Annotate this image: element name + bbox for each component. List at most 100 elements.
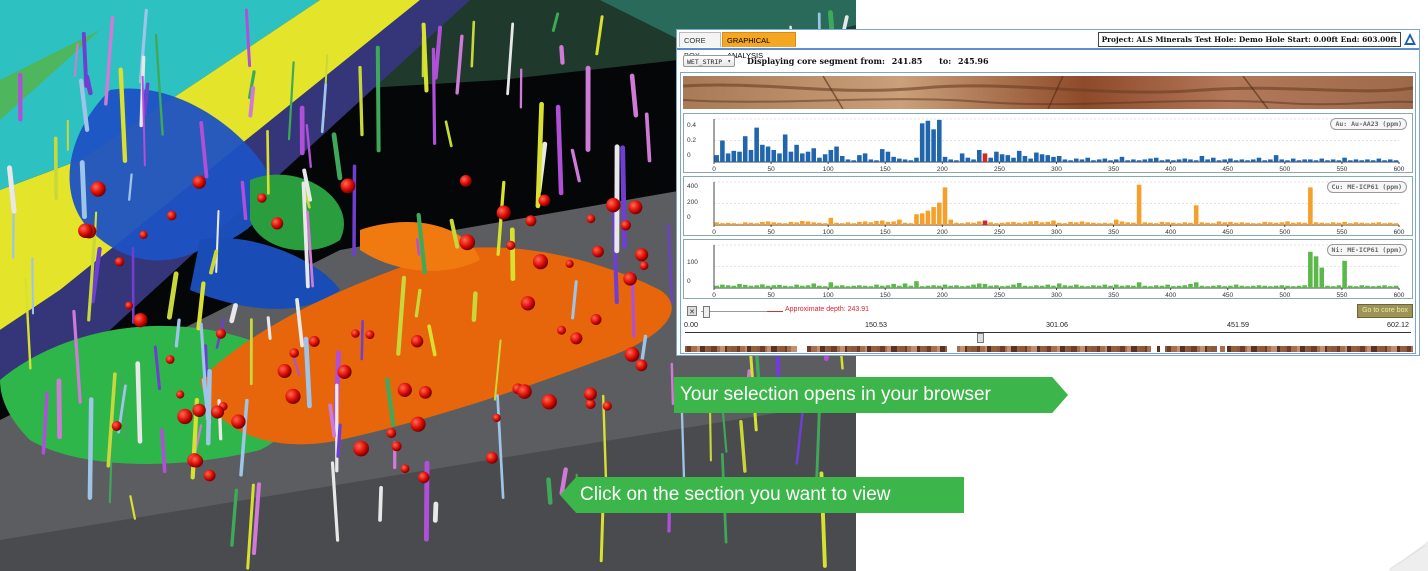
drill-hole[interactable]: [432, 501, 439, 523]
drill-hole[interactable]: [199, 322, 209, 421]
drill-hole[interactable]: [431, 47, 437, 145]
drill-hole[interactable]: [73, 43, 79, 78]
drill-hole[interactable]: [215, 209, 220, 273]
drill-hole[interactable]: [292, 357, 301, 377]
chart-panel-cu[interactable]: 0 50 100 150 200 250 300 350 400 450 500 550 600 Cu:…: [683, 176, 1413, 236]
tab-graphical-analysis[interactable]: GRAPHICAL ANALYSIS: [722, 32, 796, 60]
assay-sphere[interactable]: [418, 471, 430, 484]
assay-sphere[interactable]: [541, 394, 557, 410]
assay-sphere[interactable]: [620, 220, 631, 231]
drill-hole[interactable]: [244, 8, 252, 68]
drill-hole[interactable]: [128, 173, 133, 201]
drill-hole[interactable]: [352, 164, 357, 257]
drill-hole[interactable]: [667, 223, 674, 304]
drill-hole[interactable]: [166, 271, 179, 320]
drill-hole[interactable]: [106, 372, 117, 468]
drill-hole[interactable]: [79, 160, 87, 220]
drill-hole[interactable]: [56, 378, 62, 440]
assay-sphere[interactable]: [639, 261, 649, 271]
drill-hole[interactable]: [336, 423, 342, 458]
assay-sphere[interactable]: [570, 332, 583, 345]
drill-hole[interactable]: [535, 101, 544, 209]
drill-hole[interactable]: [509, 227, 516, 282]
assay-sphere[interactable]: [602, 401, 612, 411]
drill-hole[interactable]: [611, 206, 619, 305]
assay-sphere[interactable]: [289, 348, 300, 358]
chart-panel-au[interactable]: 0 50 100 150 200 250 300 350 400 450 500 550 600 Au:…: [683, 113, 1413, 173]
assay-sphere[interactable]: [628, 200, 643, 215]
assay-sphere[interactable]: [486, 451, 498, 464]
drill-hole[interactable]: [551, 12, 560, 32]
assay-sphere[interactable]: [635, 359, 648, 372]
drill-hole[interactable]: [421, 22, 429, 93]
drill-hole[interactable]: [444, 120, 453, 148]
drill-hole[interactable]: [416, 238, 421, 256]
drill-hole[interactable]: [375, 45, 381, 153]
assay-sphere[interactable]: [166, 210, 177, 221]
tab-core-box[interactable]: CORE BOX: [679, 32, 721, 60]
drill-hole[interactable]: [135, 361, 143, 444]
assay-sphere[interactable]: [78, 223, 93, 238]
drill-hole[interactable]: [330, 461, 340, 542]
assay-sphere[interactable]: [496, 205, 511, 220]
assay-sphere[interactable]: [177, 408, 193, 425]
drill-hole[interactable]: [87, 235, 97, 322]
drill-hole[interactable]: [360, 319, 364, 361]
assay-sphere[interactable]: [337, 364, 352, 379]
assay-sphere[interactable]: [520, 296, 536, 311]
drill-hole[interactable]: [449, 218, 460, 249]
assay-sphere[interactable]: [257, 193, 267, 203]
assay-sphere[interactable]: [532, 254, 549, 270]
assay-sphere[interactable]: [606, 197, 621, 213]
assay-sphere[interactable]: [391, 441, 402, 452]
assay-sphere[interactable]: [192, 175, 206, 189]
assay-sphere[interactable]: [353, 440, 369, 457]
depth-slider-track[interactable]: [701, 311, 781, 312]
drill-hole[interactable]: [160, 428, 167, 474]
drill-hole[interactable]: [455, 34, 464, 95]
assay-sphere[interactable]: [624, 347, 640, 362]
drill-hole[interactable]: [301, 181, 310, 289]
core-photo[interactable]: [683, 76, 1413, 109]
assay-sphere[interactable]: [351, 329, 360, 338]
drill-hole[interactable]: [629, 73, 639, 118]
image-type-dropdown[interactable]: WET_STRIP ▾: [683, 55, 735, 67]
drill-hole[interactable]: [240, 180, 248, 221]
drill-hole[interactable]: [199, 121, 209, 179]
assay-sphere[interactable]: [139, 230, 148, 239]
drill-hole[interactable]: [129, 495, 136, 520]
assay-sphere[interactable]: [506, 240, 516, 250]
3d-scene[interactable]: [0, 0, 856, 571]
assay-sphere[interactable]: [165, 355, 175, 364]
assay-sphere[interactable]: [517, 384, 532, 399]
drill-hole[interactable]: [203, 344, 209, 377]
drill-hole[interactable]: [620, 145, 627, 249]
drill-hole[interactable]: [141, 75, 146, 167]
assay-sphere[interactable]: [525, 215, 537, 227]
drill-hole[interactable]: [328, 403, 337, 438]
assay-sphere[interactable]: [192, 403, 206, 417]
drill-hole[interactable]: [266, 130, 270, 195]
drill-hole[interactable]: [72, 309, 82, 404]
drill-hole[interactable]: [559, 45, 565, 65]
drill-hole[interactable]: [90, 246, 102, 304]
assay-sphere[interactable]: [365, 330, 375, 340]
drill-hole[interactable]: [739, 420, 747, 473]
assay-sphere[interactable]: [203, 469, 216, 482]
assay-sphere[interactable]: [215, 328, 226, 339]
drill-hole[interactable]: [142, 82, 150, 117]
drill-hole[interactable]: [559, 467, 568, 496]
assay-sphere[interactable]: [585, 399, 596, 409]
assay-sphere[interactable]: [590, 314, 602, 325]
assay-sphere[interactable]: [583, 387, 597, 401]
drill-hole[interactable]: [644, 112, 652, 163]
assay-sphere[interactable]: [176, 390, 185, 399]
drill-hole[interactable]: [305, 123, 312, 169]
assay-sphere[interactable]: [285, 388, 301, 404]
close-icon[interactable]: ✕: [687, 306, 697, 316]
assay-sphere[interactable]: [400, 464, 410, 474]
assay-sphere[interactable]: [133, 313, 148, 328]
depth-slider-thumb[interactable]: [703, 306, 710, 318]
drill-hole[interactable]: [303, 336, 312, 409]
assay-sphere[interactable]: [386, 428, 397, 439]
